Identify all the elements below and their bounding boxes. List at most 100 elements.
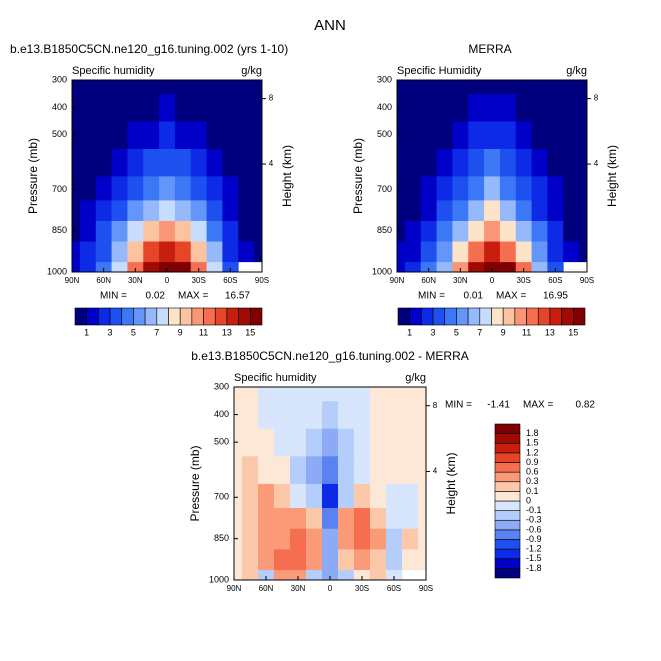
y-tick-label: 300 [52,74,67,84]
y2-tick-label: 4 [269,159,274,168]
contour-cell [222,80,239,95]
contour-cell [515,121,532,149]
contour-cell [238,121,255,149]
contour-cell [274,428,291,457]
colorbar-box [98,307,111,326]
x-tick-label: 60N [96,276,111,285]
colorbar-label: 1 [407,327,412,337]
contour-cell [484,121,501,149]
y2-tick-label: 8 [433,401,438,410]
contour-cell [402,548,419,571]
contour-cell [238,148,255,177]
contour-cell [190,148,207,177]
contour-cell [127,93,144,122]
colorbar-label: 5 [454,327,459,337]
colorbar-label: -0.3 [526,515,542,525]
contour-cell [386,387,403,402]
contour-cell [420,261,437,273]
contour-cell [563,241,580,263]
contour-cell [322,507,339,529]
x-tick-label: 90S [580,276,594,285]
x-tick-label: 90S [255,276,269,285]
contour-cell [499,148,517,177]
contour-cell [306,428,323,457]
contour-cell [306,400,323,429]
panel-units: g/kg [241,65,262,77]
contour-cell [547,220,564,242]
contour-cell [95,176,112,201]
contour-cell [79,200,97,221]
colorbar-box [502,307,516,326]
contour-cell [111,220,128,242]
contour-cell [290,507,307,529]
contour-cell [234,455,243,484]
contour-cell [397,121,406,149]
contour-cell [531,80,548,95]
contour-cell [484,220,501,242]
contour-cell [174,220,192,242]
contour-cell [531,241,548,263]
contour-cell [468,121,485,149]
contour-cell [159,176,176,201]
colorbar-box [144,307,158,326]
colorbar-label: 9 [178,327,183,337]
y-axis-label: Pressure (mb) [26,138,40,214]
contour-cell [420,241,437,263]
colorbar-box [397,307,410,326]
contour-cell [338,548,355,571]
contour-cell [306,483,323,509]
contour-cell [222,93,239,122]
contour-cell [127,200,144,221]
contour-cell [420,200,437,221]
contour-cell [402,400,419,429]
contour-cell [322,400,339,429]
contour-cell [254,176,263,201]
colorbar-box [214,307,228,326]
y2-tick-label: 4 [594,159,599,168]
colorbar-label: 7 [477,327,482,337]
contour-cell [111,241,128,263]
contour-cell [402,455,419,484]
contour-cell [515,80,532,95]
contour-cell [72,121,81,149]
contour-cell [370,387,387,402]
contour-cell [452,176,469,201]
contour-cell [222,241,239,263]
contour-cell [547,176,564,201]
y-axis-label: Pressure (mb) [188,445,202,521]
x-tick-label: 30N [453,276,468,285]
contour-cell [547,80,564,95]
y2-tick-label: 4 [433,467,438,476]
colorbar-label: 0.9 [526,457,539,467]
contour-cell [397,80,406,95]
x-tick-label: 30S [517,276,531,285]
contour-cell [338,400,355,429]
contour-cell [222,261,239,273]
colorbar-box [432,307,446,326]
contour-cell [95,220,112,242]
contour-cell [402,483,419,509]
contour-cell [238,241,255,263]
y-tick-label: 400 [214,409,229,419]
contour-cell [436,200,453,221]
colorbar-box [109,307,123,326]
contour-cell [127,241,144,263]
colorbar-label: 11 [199,327,208,337]
x-tick-label: 30N [128,276,143,285]
colorbar-box [250,307,263,326]
contour-cell [547,121,564,149]
contour-cell [79,80,97,95]
contour-cell [547,148,564,177]
contour-cell [174,80,192,95]
contour-cell [499,121,517,149]
contour-cell [234,428,243,457]
contour-cell [322,548,339,571]
contour-cell [499,261,517,273]
contour-cell [354,569,371,581]
contour-cell [452,261,469,273]
colorbar-label: 1.5 [526,438,539,448]
contour-cell [95,121,112,149]
contour-cell [127,220,144,242]
contour-cell [174,148,192,177]
y-tick-label: 1000 [47,266,67,276]
